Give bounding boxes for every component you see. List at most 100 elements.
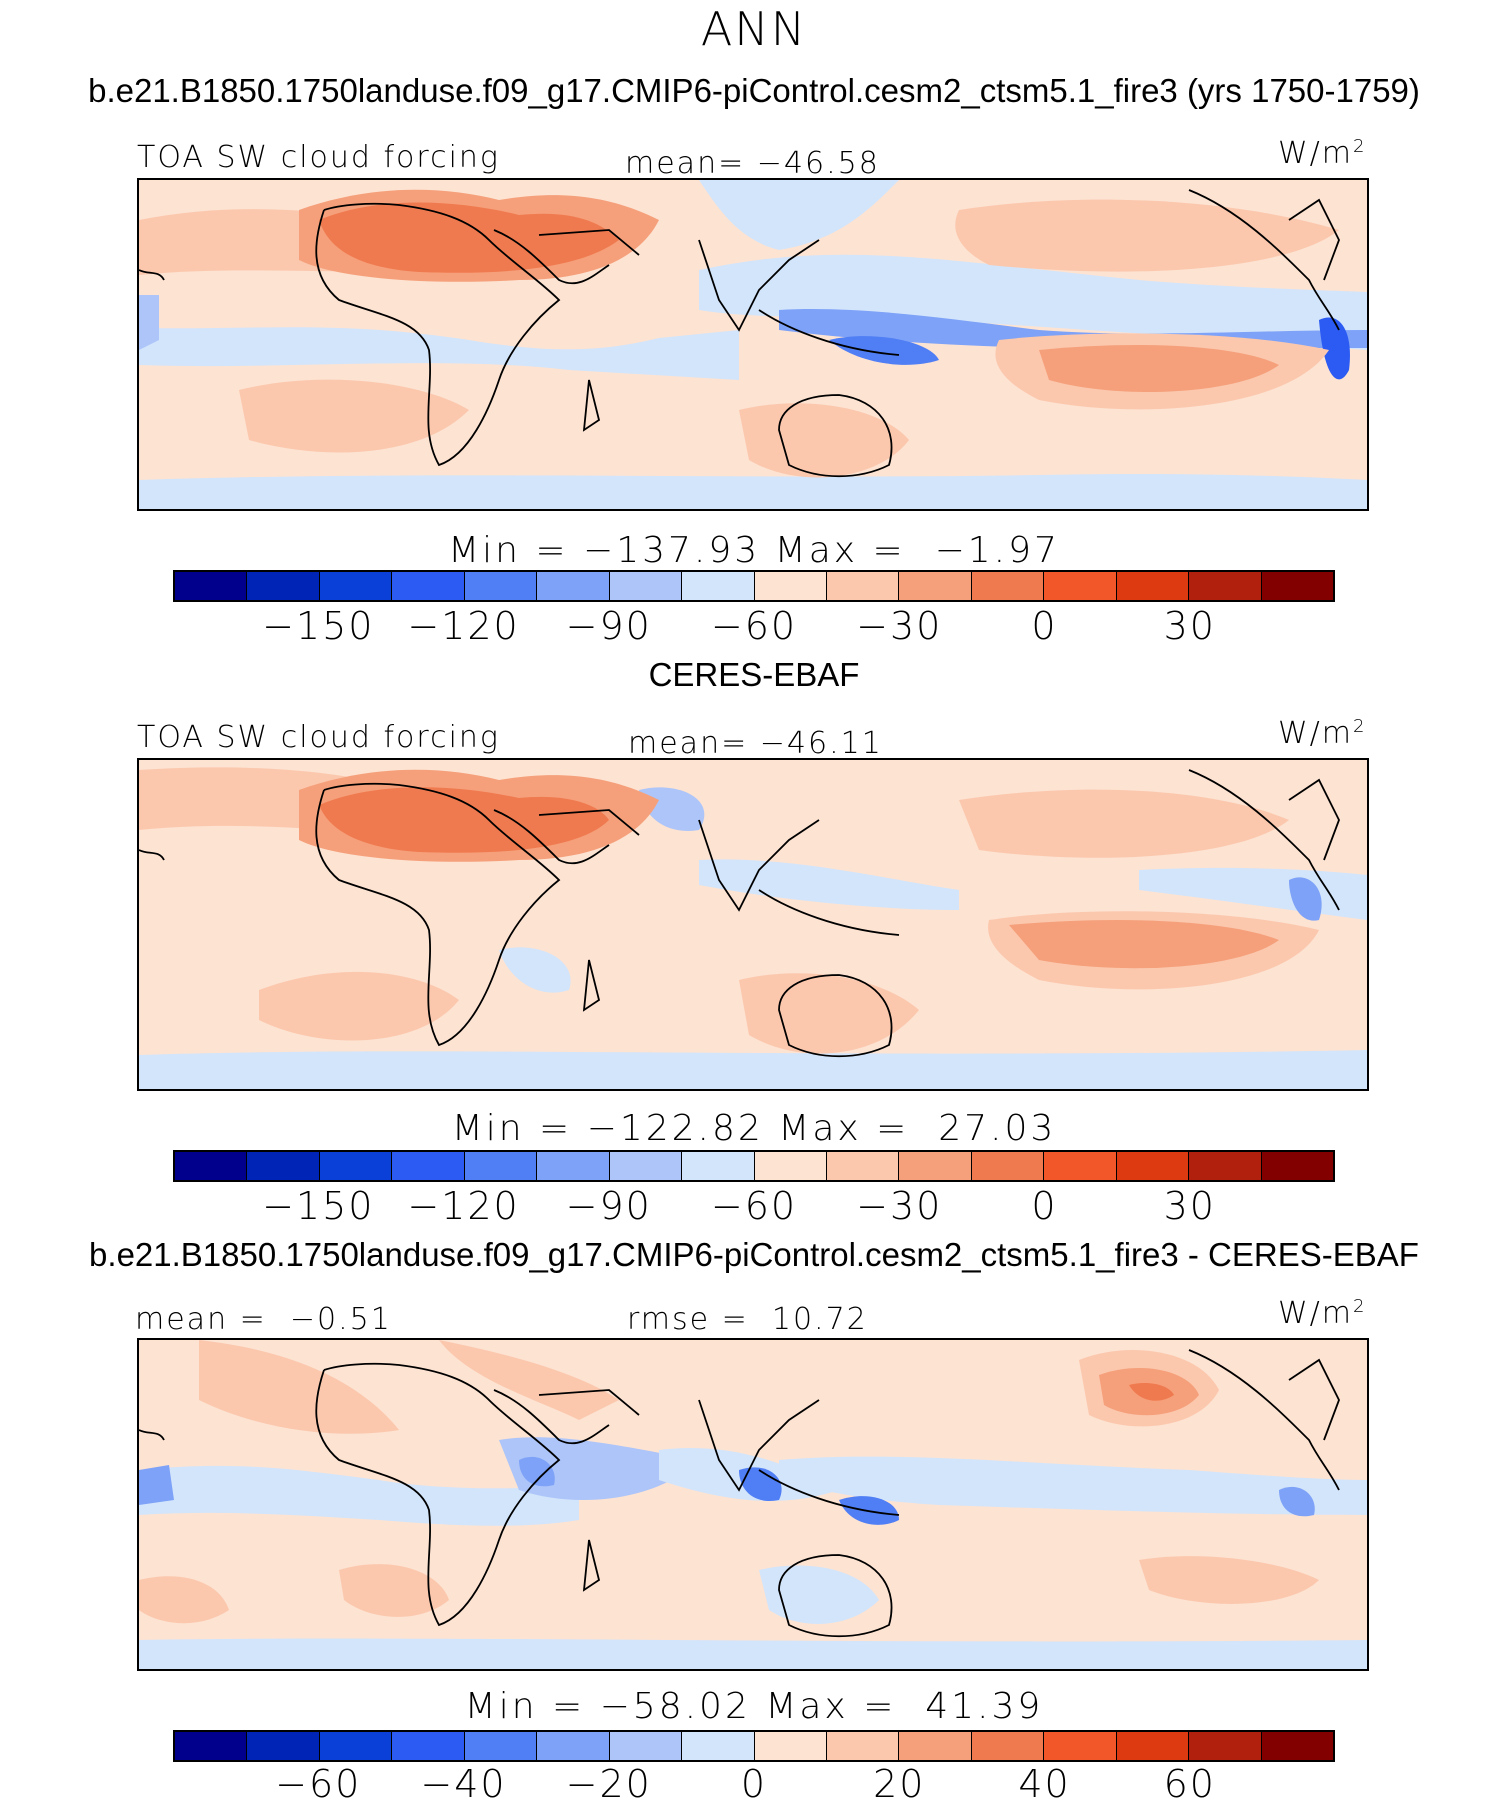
colorbar-swatch xyxy=(1189,1732,1262,1760)
colorbar-swatch xyxy=(537,1152,610,1180)
colorbar-swatch xyxy=(464,1732,538,1760)
colorbar-swatch xyxy=(682,1732,755,1760)
panel3-rmse: rmse = 10.72 xyxy=(627,1302,868,1337)
panel1-mean-value: −46.58 xyxy=(756,146,880,181)
colorbar-swatch xyxy=(247,1732,320,1760)
colorbar-swatch xyxy=(1261,1732,1333,1760)
colorbar-swatch xyxy=(971,1732,1045,1760)
panel1-units: W/m2 xyxy=(1278,136,1367,171)
colorbar-swatch xyxy=(175,572,248,600)
colorbar-tick-label: 0 xyxy=(1031,1184,1058,1228)
colorbar-swatch xyxy=(247,1152,320,1180)
panel1-colorbar xyxy=(173,570,1335,602)
colorbar-swatch xyxy=(464,1152,538,1180)
colorbar-tick-label: 30 xyxy=(1163,604,1216,648)
panel2-minmax: Min = −122.82 Max = 27.03 xyxy=(451,1108,1057,1149)
colorbar-swatch xyxy=(175,1732,248,1760)
colorbar-tick-label: −150 xyxy=(262,1184,375,1228)
colorbar-tick-label: −20 xyxy=(565,1762,652,1806)
colorbar-swatch xyxy=(319,572,393,600)
colorbar-swatch xyxy=(537,572,610,600)
colorbar-tick-label: 20 xyxy=(873,1762,926,1806)
colorbar-swatch xyxy=(1261,1152,1333,1180)
colorbar-swatch xyxy=(175,1152,248,1180)
panel2-colorbar xyxy=(173,1150,1335,1182)
colorbar-tick-label: 0 xyxy=(740,1762,768,1806)
panel1-map xyxy=(137,178,1369,511)
panel3-min-value: −58.02 xyxy=(599,1686,751,1727)
colorbar-tick-label: −150 xyxy=(262,604,375,648)
colorbar-swatch xyxy=(319,1152,393,1180)
panel1-mean: mean= −46.58 xyxy=(625,146,880,181)
colorbar-tick-label: −60 xyxy=(710,1184,798,1228)
panel2-case-title: CERES-EBAF xyxy=(648,656,860,693)
colorbar-swatch xyxy=(392,572,465,600)
colorbar-tick-label: −90 xyxy=(565,1184,652,1228)
colorbar-swatch xyxy=(971,1152,1045,1180)
panel3-mean: mean = −0.51 xyxy=(135,1302,392,1337)
colorbar-tick-label: −60 xyxy=(710,604,798,648)
colorbar-tick-label: −40 xyxy=(420,1762,507,1806)
panel2-mean-value: −46.11 xyxy=(759,726,883,761)
panel1-colorbar-ticks: −150 −120 −90 −60 −30 0 30 xyxy=(0,604,1508,652)
panel2-mean: mean= −46.11 xyxy=(628,726,883,761)
colorbar-swatch xyxy=(1044,572,1117,600)
colorbar-swatch xyxy=(899,1152,972,1180)
panel1-min-value: −137.93 xyxy=(583,530,761,571)
colorbar-swatch xyxy=(609,1152,683,1180)
colorbar-swatch xyxy=(826,572,900,600)
season-title: ANN xyxy=(700,2,808,56)
panel3-colorbar xyxy=(173,1730,1335,1762)
panel3-case-title: b.e21.B1850.1750landuse.f09_g17.CMIP6-pi… xyxy=(89,1236,1419,1273)
colorbar-swatch xyxy=(682,1152,755,1180)
colorbar-swatch xyxy=(899,1732,972,1760)
colorbar-swatch xyxy=(1189,1152,1262,1180)
colorbar-swatch xyxy=(826,1732,900,1760)
colorbar-tick-label: −120 xyxy=(407,1184,520,1228)
panel2-map xyxy=(137,758,1369,1091)
panel1-minmax: Min = −137.93 Max = −1.97 xyxy=(448,530,1060,571)
colorbar-swatch xyxy=(682,572,755,600)
colorbar-swatch xyxy=(971,572,1045,600)
panel2-min-value: −122.82 xyxy=(586,1108,764,1149)
colorbar-swatch xyxy=(464,572,538,600)
colorbar-swatch xyxy=(609,1732,683,1760)
colorbar-swatch xyxy=(1116,1732,1190,1760)
colorbar-swatch xyxy=(1116,1152,1190,1180)
panel1-case-title: b.e21.B1850.1750landuse.f09_g17.CMIP6-pi… xyxy=(88,72,1420,109)
colorbar-tick-label: −60 xyxy=(275,1762,362,1806)
colorbar-swatch xyxy=(1116,572,1190,600)
panel3-rmse-value: 10.72 xyxy=(771,1302,868,1337)
colorbar-swatch xyxy=(754,1732,827,1760)
colorbar-tick-label: 60 xyxy=(1163,1762,1216,1806)
panel3-mean-value: −0.51 xyxy=(289,1302,392,1337)
panel2-field-label: TOA SW cloud forcing xyxy=(137,720,500,755)
colorbar-tick-label: 0 xyxy=(1031,604,1058,648)
colorbar-swatch xyxy=(826,1152,900,1180)
panel2-units: W/m2 xyxy=(1278,716,1367,751)
colorbar-swatch xyxy=(899,572,972,600)
colorbar-tick-label: −30 xyxy=(856,604,943,648)
colorbar-swatch xyxy=(754,572,827,600)
colorbar-swatch xyxy=(1261,572,1333,600)
colorbar-tick-label: −120 xyxy=(407,604,520,648)
panel1-max-value: −1.97 xyxy=(934,530,1060,571)
panel1-field-label: TOA SW cloud forcing xyxy=(137,140,500,175)
colorbar-swatch xyxy=(609,572,683,600)
colorbar-swatch xyxy=(247,572,320,600)
colorbar-swatch xyxy=(1044,1732,1117,1760)
colorbar-tick-label: 30 xyxy=(1163,1184,1216,1228)
colorbar-tick-label: −90 xyxy=(565,604,652,648)
colorbar-tick-label: 40 xyxy=(1018,1762,1071,1806)
colorbar-swatch xyxy=(392,1152,465,1180)
panel3-map xyxy=(137,1338,1369,1671)
panel3-colorbar-ticks: −60 −40 −20 0 20 40 60 xyxy=(0,1762,1508,1806)
colorbar-tick-label: −30 xyxy=(856,1184,943,1228)
colorbar-swatch xyxy=(1044,1152,1117,1180)
panel3-minmax: Min = −58.02 Max = 41.39 xyxy=(464,1686,1044,1727)
panel3-units: W/m2 xyxy=(1278,1296,1367,1331)
colorbar-swatch xyxy=(1189,572,1262,600)
colorbar-swatch xyxy=(392,1732,465,1760)
panel2-max-value: 27.03 xyxy=(938,1108,1057,1149)
panel2-colorbar-ticks: −150 −120 −90 −60 −30 0 30 xyxy=(0,1184,1508,1232)
